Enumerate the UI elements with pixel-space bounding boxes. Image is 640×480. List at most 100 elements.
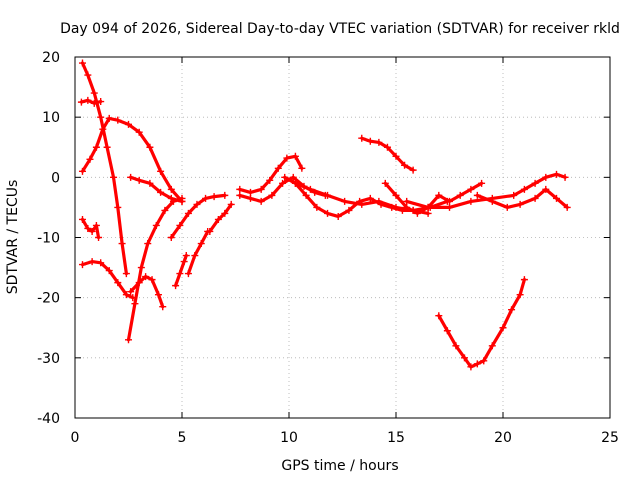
series-track-12: [206, 200, 235, 235]
data-point: [306, 185, 314, 193]
series-track-19: [403, 170, 569, 211]
data-point: [467, 363, 475, 371]
data-point: [97, 98, 105, 106]
data-point: [131, 300, 139, 308]
y-tick-label: 20: [42, 50, 60, 66]
x-axis-label: GPS time / hours: [281, 458, 398, 474]
data-point: [488, 197, 496, 205]
data-point: [197, 240, 205, 248]
data-point: [520, 185, 528, 193]
data-point: [157, 167, 165, 175]
data-point: [154, 291, 162, 299]
data-point: [78, 167, 86, 175]
data-point: [125, 336, 132, 344]
data-point: [257, 197, 265, 205]
data-point: [324, 209, 332, 217]
data-point: [167, 185, 175, 193]
data-point: [78, 215, 86, 223]
data-point: [302, 191, 310, 199]
data-point: [118, 240, 126, 248]
data-point: [358, 200, 366, 208]
data-point: [172, 282, 180, 290]
data-point: [146, 143, 154, 151]
series-line: [126, 196, 184, 342]
data-point: [553, 194, 560, 202]
data-point: [531, 194, 539, 202]
series-track-3: [78, 114, 186, 205]
data-point: [403, 197, 411, 205]
data-point: [446, 203, 453, 211]
y-tick-labels: 20 10 0 -10 -20 -30 -40: [37, 50, 60, 427]
data-point: [246, 194, 254, 202]
data-point: [214, 215, 222, 223]
data-point: [236, 185, 244, 193]
series-line: [437, 278, 527, 369]
data-point: [480, 357, 488, 365]
data-point: [157, 188, 165, 196]
series-track-11: [184, 227, 212, 278]
x-tick-label: 20: [494, 430, 512, 446]
data-point: [105, 114, 113, 122]
x-tick-label: 10: [280, 430, 298, 446]
data-point: [516, 200, 524, 208]
data-point: [435, 312, 443, 320]
x-tick-label: 5: [178, 430, 187, 446]
data-point: [375, 138, 383, 146]
data-point: [127, 288, 135, 296]
data-point: [191, 252, 199, 260]
data-point: [443, 327, 451, 335]
data-point: [122, 270, 130, 278]
data-point: [176, 270, 184, 278]
data-point: [137, 264, 145, 272]
data-point: [383, 143, 391, 151]
data-point: [125, 120, 132, 128]
data-point: [88, 227, 96, 235]
data-point: [127, 173, 135, 181]
plot-area: [77, 59, 571, 371]
series-line: [186, 229, 210, 276]
data-point: [274, 164, 282, 172]
series-line: [80, 116, 184, 203]
data-point: [473, 191, 481, 199]
data-point: [122, 291, 130, 299]
series-line: [129, 275, 165, 309]
data-point: [289, 173, 297, 181]
data-point: [77, 98, 85, 106]
data-point: [167, 234, 175, 241]
data-point: [446, 197, 453, 205]
data-point: [159, 303, 167, 311]
data-point: [542, 185, 550, 193]
data-point: [78, 59, 86, 67]
data-point: [135, 176, 143, 184]
data-point: [152, 221, 160, 229]
data-point: [520, 276, 528, 284]
y-tick-label: -40: [37, 411, 60, 427]
data-point: [178, 197, 186, 205]
plot-frame: [74, 56, 611, 419]
series-track-10: [172, 252, 190, 290]
data-point: [146, 179, 154, 187]
data-point: [206, 227, 214, 235]
data-point: [227, 200, 235, 208]
data-point: [424, 203, 432, 211]
data-point: [413, 209, 421, 217]
data-point: [510, 191, 518, 199]
x-tick-label: 0: [71, 430, 80, 446]
data-point: [313, 203, 321, 211]
data-point: [298, 164, 306, 172]
data-point: [467, 197, 475, 205]
data-point: [561, 173, 569, 181]
data-point: [452, 342, 460, 350]
data-point: [84, 71, 92, 79]
data-point: [403, 203, 411, 211]
data-point: [516, 291, 524, 299]
x-tick-label: 25: [601, 430, 619, 446]
data-point: [503, 203, 511, 211]
data-point: [161, 206, 169, 214]
data-point: [268, 191, 276, 199]
data-point: [221, 209, 229, 217]
data-point: [103, 143, 111, 151]
series-line: [79, 98, 103, 105]
data-point: [392, 191, 400, 199]
